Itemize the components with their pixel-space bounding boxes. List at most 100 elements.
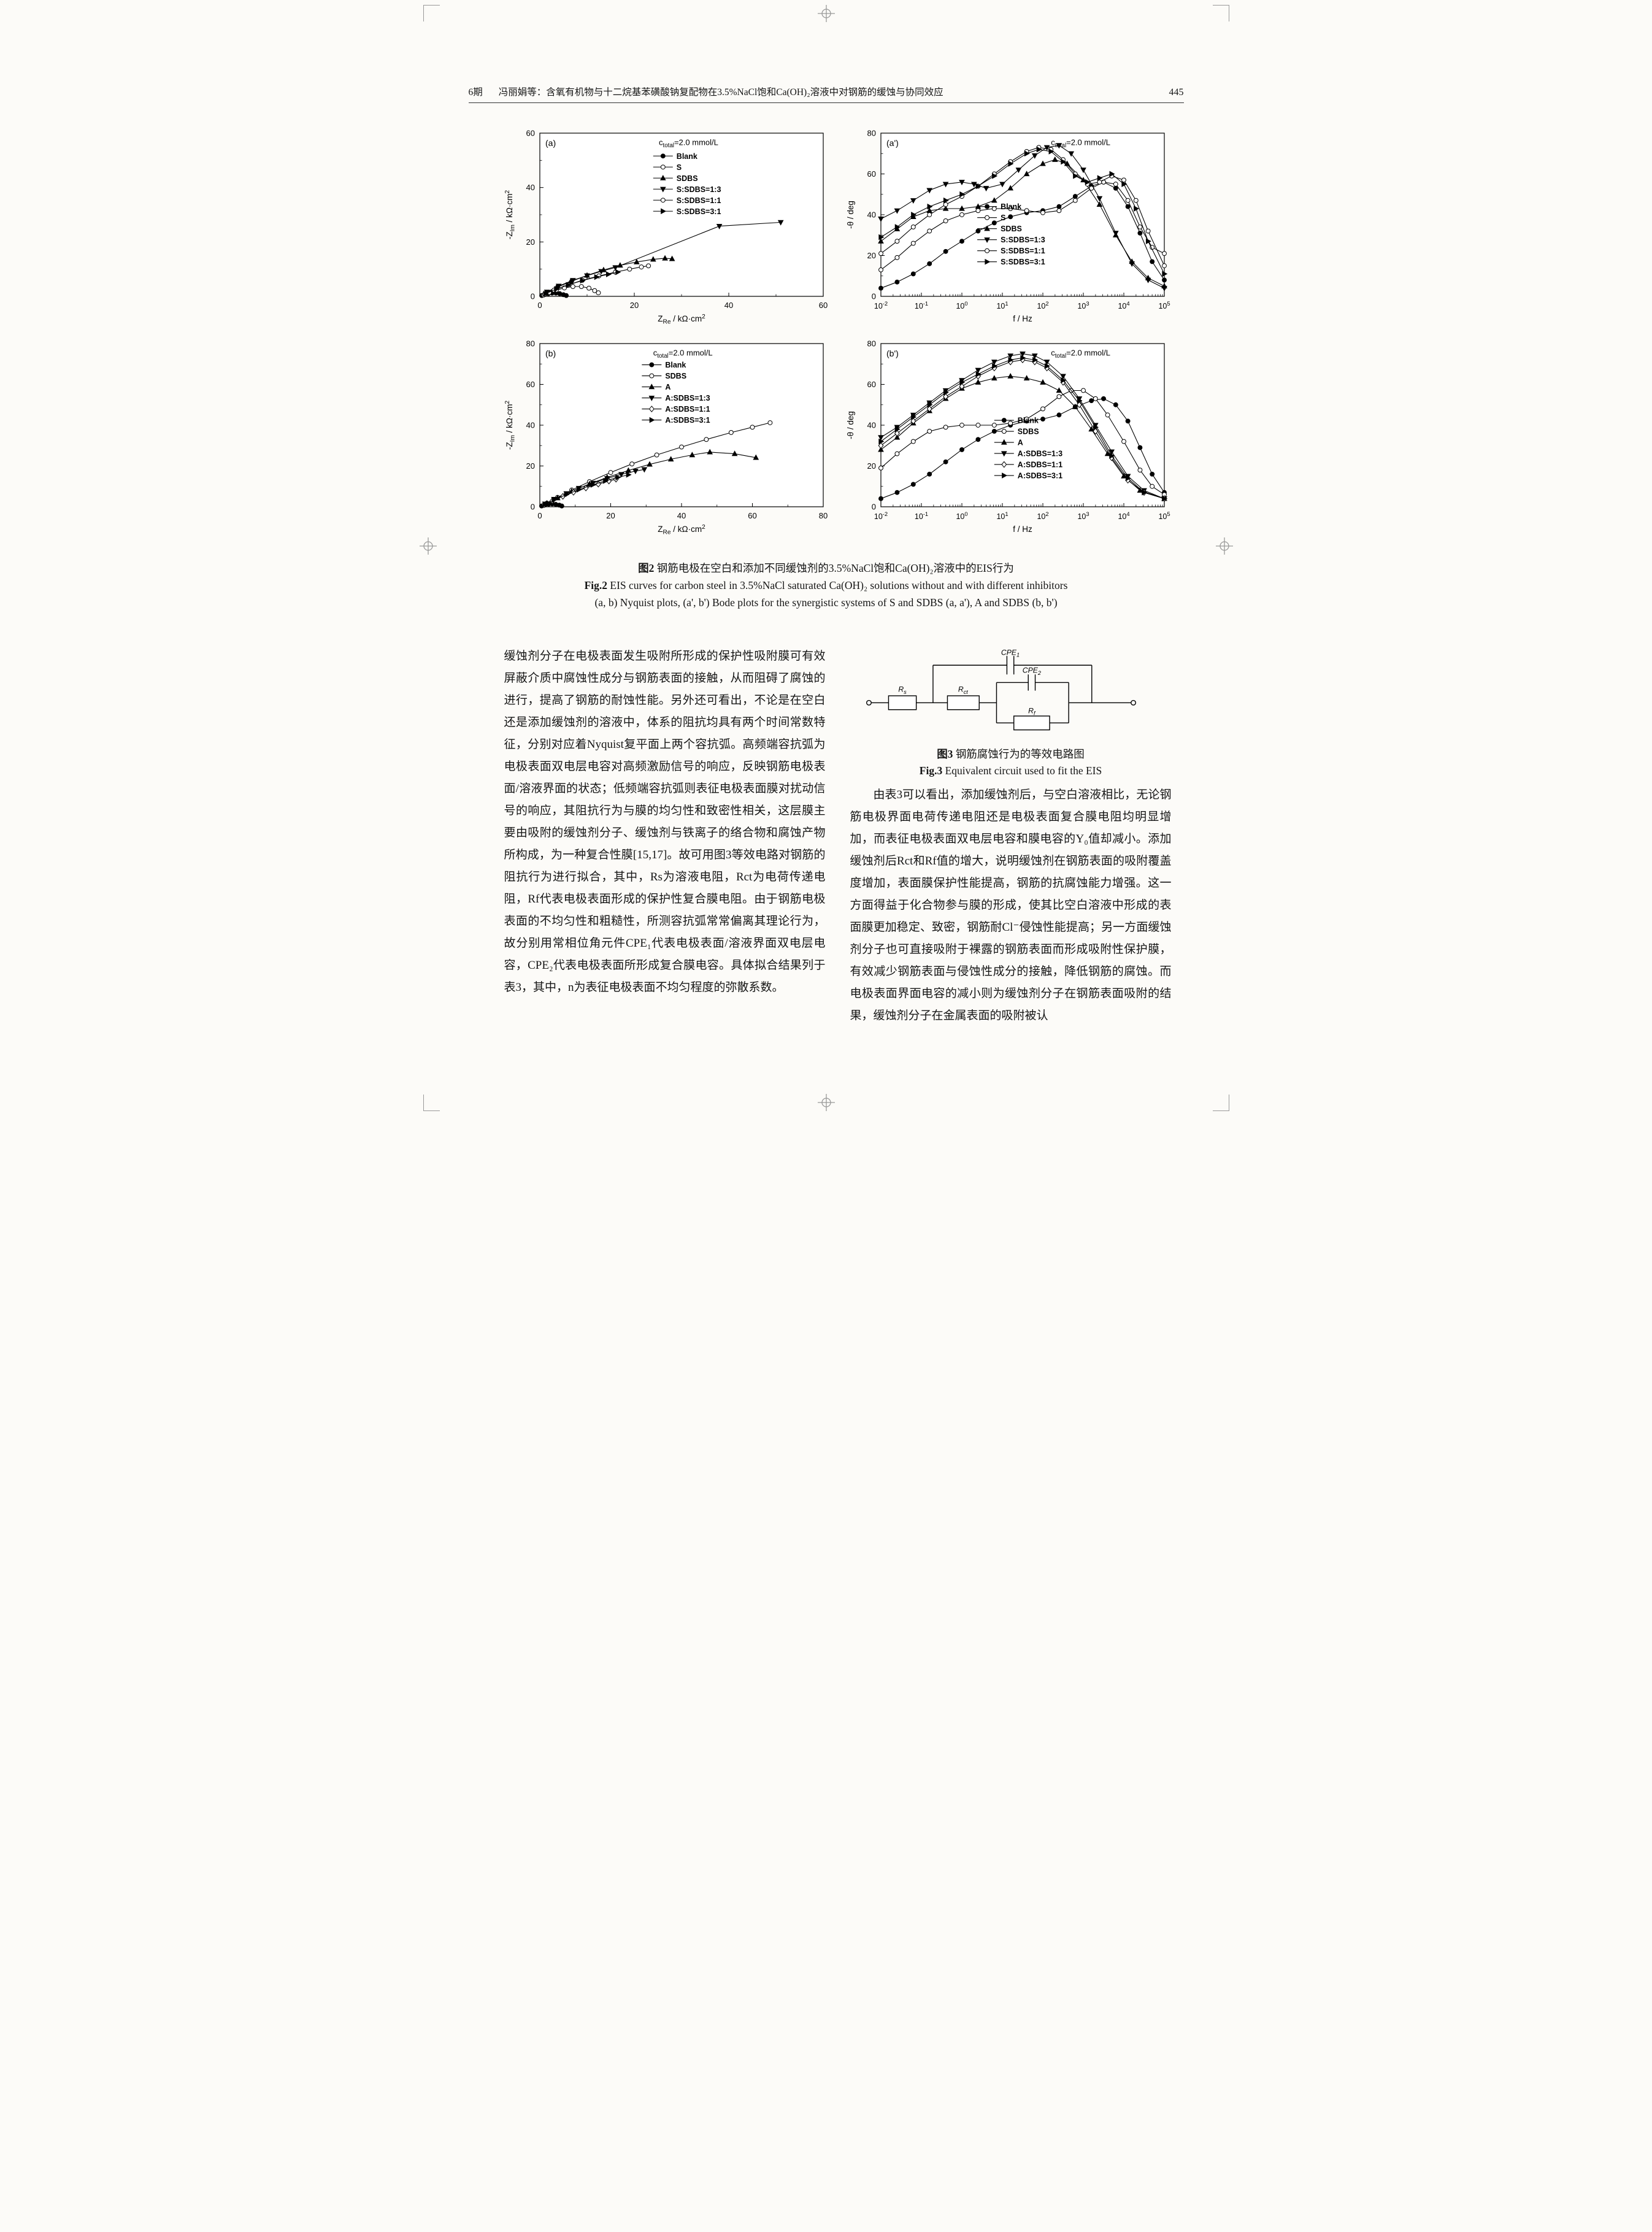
figure3-caption-en: Fig.3 Equivalent circuit used to fit the… <box>850 763 1172 779</box>
svg-text:Blank: Blank <box>665 361 686 369</box>
svg-text:20: 20 <box>526 461 534 471</box>
svg-text:20: 20 <box>629 301 638 310</box>
svg-text:20: 20 <box>606 511 615 520</box>
svg-text:105: 105 <box>1158 511 1170 521</box>
svg-text:10-1: 10-1 <box>914 511 928 521</box>
svg-text:A:SDBS=3:1: A:SDBS=3:1 <box>665 416 710 425</box>
svg-text:0: 0 <box>871 292 875 301</box>
svg-text:-θ / deg: -θ / deg <box>846 201 855 229</box>
svg-text:80: 80 <box>867 129 875 138</box>
svg-text:Blank: Blank <box>676 152 697 161</box>
figure3-label-zh: 图3 <box>937 748 956 760</box>
svg-text:10-2: 10-2 <box>874 301 887 310</box>
crop-mark-bottom-left <box>423 1095 440 1111</box>
figure2-caption-zh-text: 钢筋电极在空白和添加不同缓蚀剂的3.5%NaCl饱和Ca(OH)₂溶液中的EIS… <box>656 562 1014 574</box>
figure2-label-en: Fig.2 <box>584 579 610 591</box>
svg-text:102: 102 <box>1037 301 1048 310</box>
page-header: 6期 冯丽娟等：含氧有机物与十二烷基苯磺酸钠复配物在3.5%NaCl饱和Ca(O… <box>468 85 1184 103</box>
svg-text:A:SDBS=1:3: A:SDBS=1:3 <box>1017 450 1062 458</box>
svg-text:-ZIm / kΩ·cm2: -ZIm / kΩ·cm2 <box>504 190 517 240</box>
bode-plot-b-prime: 10-2 10-1 100 101 102 103 104 105 0 20 40 60 80 f / H… <box>846 339 1170 534</box>
figure3-caption: 图3 钢筋腐蚀行为的等效电路图 Fig.3 Equivalent circuit… <box>850 746 1172 779</box>
svg-text:0: 0 <box>537 301 542 310</box>
svg-text:60: 60 <box>526 129 534 138</box>
svg-text:(a): (a) <box>545 138 556 148</box>
svg-text:S:SDBS=3:1: S:SDBS=3:1 <box>1001 258 1045 266</box>
journal-page: 6期 冯丽娟等：含氧有机物与十二烷基苯磺酸钠复配物在3.5%NaCl饱和Ca(O… <box>413 0 1239 1116</box>
svg-text:101: 101 <box>996 301 1008 310</box>
nyquist-plot-a: 0 20 40 60 0 20 40 60 ZRe / kΩ·cm2 -ZIm / kΩ·cm2 (… <box>504 129 828 326</box>
svg-text:S: S <box>1001 214 1005 222</box>
figure2-caption-en2: (a, b) Nyquist plots, (a', b') Bode plot… <box>469 594 1184 611</box>
svg-text:(b): (b) <box>545 348 556 358</box>
svg-text:A:SDBS=1:1: A:SDBS=1:1 <box>1017 461 1062 469</box>
svg-text:S:SDBS=1:3: S:SDBS=1:3 <box>1001 236 1045 244</box>
svg-text:A:SDBS=1:1: A:SDBS=1:1 <box>665 405 710 414</box>
figure3-label-en: Fig.3 <box>919 764 945 777</box>
svg-text:60: 60 <box>748 511 756 520</box>
svg-text:60: 60 <box>867 169 875 179</box>
svg-text:0: 0 <box>871 502 875 512</box>
svg-text:101: 101 <box>996 511 1008 521</box>
svg-text:S:SDBS=1:3: S:SDBS=1:3 <box>676 185 721 194</box>
svg-text:0: 0 <box>530 502 534 512</box>
svg-text:A:SDBS=1:3: A:SDBS=1:3 <box>665 394 710 402</box>
svg-text:CPE2: CPE2 <box>1022 666 1040 675</box>
svg-text:CPE1: CPE1 <box>1001 648 1019 658</box>
svg-text:SDBS: SDBS <box>1001 225 1022 233</box>
svg-text:Blank: Blank <box>1017 417 1038 425</box>
figure3-caption-zh: 图3 钢筋腐蚀行为的等效电路图 <box>850 746 1172 763</box>
svg-text:S:SDBS=1:1: S:SDBS=1:1 <box>1001 247 1045 255</box>
svg-text:100: 100 <box>956 511 967 521</box>
svg-text:S:SDBS=3:1: S:SDBS=3:1 <box>676 207 721 216</box>
header-issue: 6期 <box>468 87 483 98</box>
svg-text:SDBS: SDBS <box>676 174 697 183</box>
figure3-caption-en-text: Equivalent circuit used to fit the EIS <box>945 764 1102 777</box>
svg-text:0: 0 <box>530 292 534 301</box>
registration-mark-icon <box>817 5 835 22</box>
svg-text:A: A <box>665 383 670 391</box>
registration-mark-icon <box>817 1094 835 1111</box>
svg-text:104: 104 <box>1118 511 1129 521</box>
svg-text:80: 80 <box>818 511 827 520</box>
svg-text:10-2: 10-2 <box>874 511 887 521</box>
svg-text:40: 40 <box>867 421 875 430</box>
left-text-column: 缓蚀剂分子在电极表面发生吸附所形成的保护性吸附膜可有效屏蔽介质中腐蚀性成分与钢筋… <box>504 645 826 999</box>
figure2-caption-en-text: EIS curves for carbon steel in 3.5%NaCl … <box>610 579 1068 591</box>
svg-text:40: 40 <box>526 183 534 192</box>
svg-text:-ZIm / kΩ·cm2: -ZIm / kΩ·cm2 <box>504 401 517 450</box>
svg-text:S: S <box>676 163 681 172</box>
right-paragraph: 由表3可以看出，添加缓蚀剂后，与空白溶液相比，无论钢筋电极界面电荷传递电阻还是电… <box>850 788 1172 1022</box>
svg-text:ZRe / kΩ·cm2: ZRe / kΩ·cm2 <box>658 314 705 326</box>
svg-text:ctotal=2.0 mmol/L: ctotal=2.0 mmol/L <box>653 348 712 360</box>
svg-text:A:SDBS=3:1: A:SDBS=3:1 <box>1017 472 1062 480</box>
svg-text:60: 60 <box>818 301 827 310</box>
svg-text:80: 80 <box>867 339 875 348</box>
svg-text:ctotal=2.0 mmol/L: ctotal=2.0 mmol/L <box>659 137 718 149</box>
svg-text:(a'): (a') <box>886 138 899 148</box>
left-paragraph: 缓蚀剂分子在电极表面发生吸附所形成的保护性吸附膜可有效屏蔽介质中腐蚀性成分与钢筋… <box>504 650 826 994</box>
svg-text:Rct: Rct <box>958 685 967 695</box>
svg-text:60: 60 <box>867 380 875 389</box>
svg-text:40: 40 <box>526 421 534 430</box>
svg-text:103: 103 <box>1077 301 1089 310</box>
svg-text:SDBS: SDBS <box>1017 428 1039 436</box>
svg-text:40: 40 <box>677 511 685 520</box>
svg-text:105: 105 <box>1158 301 1170 310</box>
svg-text:60: 60 <box>526 380 534 389</box>
svg-text:Rf: Rf <box>1028 706 1036 716</box>
svg-text:20: 20 <box>867 461 875 471</box>
right-text-column: Rs CPE1 Rct CPE2 Rf 图3 钢筋腐蚀行为的等效电路图 Fig.3 Eq… <box>850 645 1172 1027</box>
svg-text:104: 104 <box>1118 301 1129 310</box>
svg-text:102: 102 <box>1037 511 1048 521</box>
svg-text:ctotal=2.0 mmol/L: ctotal=2.0 mmol/L <box>1051 348 1110 360</box>
crop-mark-bottom-right <box>1212 1095 1229 1111</box>
svg-text:A: A <box>1017 439 1023 447</box>
svg-text:Rs: Rs <box>898 685 907 695</box>
svg-text:Blank: Blank <box>1001 202 1021 211</box>
svg-text:ZRe / kΩ·cm2: ZRe / kΩ·cm2 <box>658 524 705 536</box>
svg-text:20: 20 <box>867 251 875 260</box>
registration-mark-icon <box>419 537 437 555</box>
svg-text:(b'): (b') <box>886 348 899 358</box>
header-page-number: 445 <box>1169 87 1184 98</box>
